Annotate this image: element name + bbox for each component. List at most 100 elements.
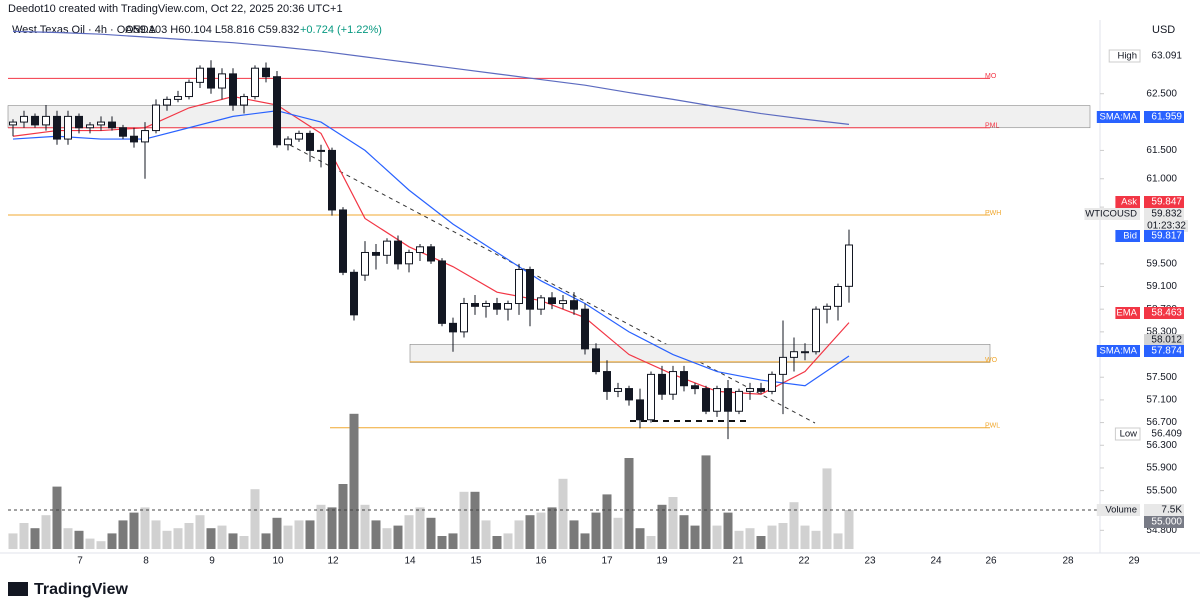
volume-bar (272, 517, 282, 549)
candle-body (812, 308, 820, 353)
candle-body (350, 271, 358, 316)
x-tick-label: 28 (1062, 556, 1074, 567)
candle-body (42, 115, 50, 126)
candle-body (845, 244, 853, 287)
badge-bg (1144, 504, 1184, 516)
candle-body (75, 115, 83, 129)
y-tick-label: 58.300 (1146, 327, 1177, 338)
candle-body (218, 73, 226, 89)
candle-body (64, 115, 72, 140)
volume-bar (74, 530, 84, 549)
candle-body (581, 308, 589, 350)
badge-bg (1144, 111, 1184, 123)
candle-body (273, 76, 281, 146)
candle-body (603, 371, 611, 392)
x-tick-label: 9 (209, 556, 215, 567)
volume-bar (41, 515, 51, 549)
zone (409, 344, 991, 363)
candle-body (141, 130, 149, 143)
volume-bar (789, 502, 799, 549)
badge-bg (1144, 345, 1184, 357)
level-label: WO (985, 357, 998, 364)
badge-name-bg (1115, 230, 1140, 242)
volume-bar (327, 507, 337, 549)
candle-body (262, 67, 270, 78)
candle-body (185, 81, 193, 98)
candle-body (229, 73, 237, 106)
candle-body (658, 373, 666, 395)
volume-bar (668, 497, 678, 549)
volume-bar (228, 533, 238, 549)
badge-name-bg (1096, 345, 1140, 357)
x-tick-label: 29 (1128, 556, 1140, 567)
volume-bar (30, 528, 40, 549)
candle-body (647, 373, 655, 421)
candle-body (526, 268, 534, 310)
candle-body (504, 303, 512, 310)
volume-bar (657, 504, 667, 549)
level-label: PWH (985, 210, 1001, 217)
change: +0.724 (+1.22%) (300, 24, 382, 36)
candle-body (779, 356, 787, 375)
x-tick-label: 26 (985, 556, 997, 567)
volume-bar (426, 517, 436, 549)
volume-bar (404, 515, 414, 549)
volume-bar (745, 528, 755, 549)
badge-name-bg (1096, 111, 1140, 123)
badge-value: 59.832 (1151, 209, 1182, 220)
badge-name-bg (1108, 49, 1141, 63)
badge-name-bg (1096, 504, 1140, 516)
x-tick-label: 7 (77, 556, 83, 567)
volume-bar (195, 515, 205, 549)
candle-body (724, 388, 732, 412)
badge-value: 56.409 (1151, 429, 1182, 440)
volume-bar (261, 533, 271, 549)
badge-value: 61.959 (1151, 112, 1182, 123)
y-tick-label: 56.300 (1146, 440, 1177, 451)
x-tick-label: 10 (272, 556, 284, 567)
volume-bar (360, 504, 370, 549)
badge-name-bg (1115, 307, 1140, 319)
candle-body (471, 303, 479, 307)
candle-body (834, 286, 842, 307)
x-tick-label: 19 (656, 556, 668, 567)
candle-body (438, 260, 446, 324)
badge-name: Low (1120, 429, 1138, 440)
currency: USD (1152, 24, 1175, 36)
candle-body (537, 297, 545, 310)
x-tick-label: 24 (930, 556, 942, 567)
candle-body (295, 132, 303, 140)
volume-bar (96, 541, 106, 549)
candle-body (31, 115, 39, 126)
credit: Deedot10 created with TradingView.com, O… (8, 3, 343, 15)
volume-bar (316, 504, 326, 549)
logo-icon (8, 582, 28, 596)
badge-name: SMA:MA (1100, 346, 1138, 357)
x-tick-label: 12 (327, 556, 339, 567)
badge-name-bg (1084, 208, 1140, 220)
trend-line (289, 144, 816, 424)
volume-bar (503, 533, 513, 549)
candle-body (449, 322, 457, 333)
volume-bar (338, 484, 348, 549)
candle-body (108, 121, 116, 129)
candle-body (394, 240, 402, 265)
volume-bar (151, 520, 161, 549)
badge-value: 59.817 (1151, 231, 1182, 242)
candle-body (680, 371, 688, 387)
volume-bar (624, 458, 634, 549)
candle-body (317, 149, 325, 152)
candle-body (163, 98, 171, 106)
indicator-line (12, 30, 850, 125)
volume-bar (118, 520, 128, 549)
y-tick-label: 57.100 (1146, 395, 1177, 406)
candle-body (328, 149, 336, 211)
volume-bar (536, 512, 546, 549)
volume-bar (525, 515, 535, 549)
candle-body (548, 297, 556, 305)
volume-bar (85, 538, 95, 549)
candle-body (152, 104, 160, 132)
candle-body (130, 135, 138, 143)
volume-bar (514, 520, 524, 549)
volume-bar (393, 525, 403, 549)
